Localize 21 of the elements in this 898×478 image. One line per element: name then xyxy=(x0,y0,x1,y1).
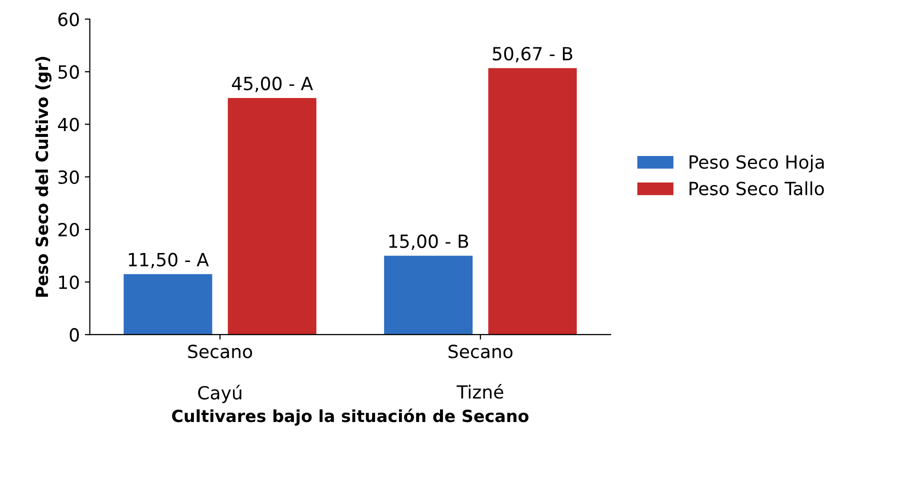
data-label: 50,67 - B xyxy=(492,46,572,62)
data-label: 11,50 - A xyxy=(128,252,209,268)
y-tick-label: 60 xyxy=(58,12,79,26)
category-label: Secano Cayú xyxy=(188,344,252,404)
y-tick-label: 50 xyxy=(58,65,79,79)
bar xyxy=(384,256,473,335)
legend-label: Peso Seco Hoja xyxy=(690,154,824,172)
y-tick-label: 40 xyxy=(58,118,79,132)
data-label: 15,00 - B xyxy=(389,234,468,250)
bar xyxy=(488,68,577,335)
y-tick-label: 0 xyxy=(70,328,79,342)
y-axis-title: Peso Seco del Cultivo (gr) xyxy=(35,56,52,297)
bar xyxy=(124,274,212,335)
y-tick-label: 20 xyxy=(58,222,79,237)
x-axis-title: Cultivares bajo la situación de Secano xyxy=(172,408,528,426)
bar xyxy=(228,98,316,335)
data-label: 45,00 - A xyxy=(232,76,313,92)
category-label: Secano Tizné xyxy=(448,344,512,399)
legend-label: Peso Seco Tallo xyxy=(690,181,824,196)
y-tick-label: 30 xyxy=(58,170,79,184)
y-tick-label: 10 xyxy=(59,275,79,290)
